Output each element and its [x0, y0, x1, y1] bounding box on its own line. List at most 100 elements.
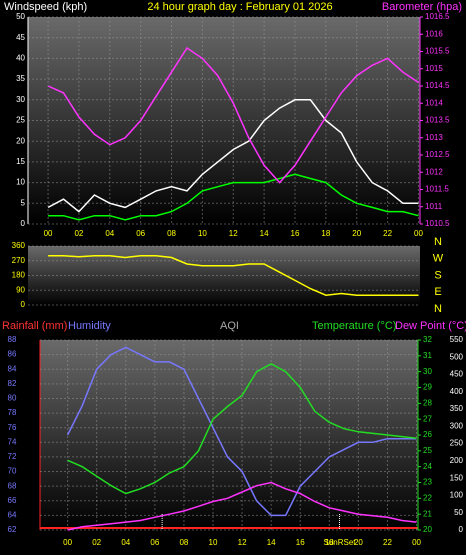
y-tick-label: 50 [16, 12, 25, 21]
y-tick-label: 20 [16, 136, 25, 145]
direction-label: N [434, 236, 442, 248]
series-line [47, 46, 419, 184]
x-tick-label: 10 [198, 229, 207, 238]
y-tick-label: 360 [12, 241, 26, 250]
y2-tick-label: 1016 [425, 29, 443, 38]
y-tick-label: 45 [16, 33, 25, 42]
direction-label: E [434, 286, 441, 298]
y2-tick-label: 1014 [425, 98, 443, 107]
x-tick-label: 08 [179, 538, 188, 547]
y2-tick-label: 21 [423, 509, 432, 518]
y-tick-label: 78 [8, 408, 17, 417]
y-tick-label: 80 [8, 394, 17, 403]
x-tick-label: 20 [352, 229, 361, 238]
y2-tick-label: 1010.5 [425, 219, 450, 228]
direction-label: S [434, 269, 441, 281]
y3-tick-label: 250 [450, 439, 464, 448]
y-tick-label: 86 [8, 350, 17, 359]
axis-label: AQI [220, 320, 239, 332]
axis-label: Rainfall (mm) [2, 320, 67, 332]
y2-tick-label: 1015 [425, 64, 443, 73]
x-tick-label: 20 [354, 538, 363, 547]
y-tick-label: 25 [16, 116, 25, 125]
y2-tick-label: 31 [423, 351, 432, 360]
x-tick-label: 14 [267, 538, 276, 547]
x-tick-label: 14 [260, 229, 269, 238]
x-tick-label: 00 [414, 229, 423, 238]
y-tick-label: 66 [8, 496, 17, 505]
y-tick-label: 5 [21, 198, 26, 207]
y2-tick-label: 1013 [425, 133, 443, 142]
y3-tick-label: 0 [459, 525, 464, 534]
x-tick-label: 12 [238, 538, 247, 547]
axis-label: Humidity [68, 320, 111, 332]
y-tick-label: 72 [8, 452, 17, 461]
y2-tick-label: 1012.5 [425, 150, 450, 159]
y3-tick-label: 350 [450, 404, 464, 413]
y-tick-label: 40 [16, 54, 25, 63]
y3-tick-label: 50 [454, 508, 463, 517]
y2-tick-label: 1012 [425, 167, 443, 176]
y2-tick-label: 22 [423, 493, 432, 502]
x-tick-label: 10 [209, 538, 218, 547]
y2-tick-label: 20 [423, 525, 432, 534]
chart-title: 24 hour graph day : February 01 2026 [147, 1, 332, 13]
x-tick-label: 02 [92, 538, 101, 547]
x-tick-label: 02 [74, 229, 83, 238]
y2-tick-label: 30 [423, 367, 432, 376]
x-tick-label: 00 [412, 538, 421, 547]
y3-tick-label: 550 [450, 335, 464, 344]
annotation: SunRSet [323, 538, 356, 547]
series-line [67, 362, 417, 495]
direction-label: N [434, 303, 442, 315]
y-tick-label: 84 [8, 364, 17, 373]
y2-tick-label: 32 [423, 335, 432, 344]
y-tick-label: 76 [8, 423, 17, 432]
direction-label: W [433, 253, 444, 265]
x-tick-label: 22 [383, 538, 392, 547]
x-tick-label: 04 [105, 229, 114, 238]
x-tick-label: 22 [383, 229, 392, 238]
y-tick-label: 68 [8, 481, 17, 490]
y-tick-label: 15 [16, 157, 25, 166]
y-tick-label: 62 [8, 525, 17, 534]
x-tick-label: 18 [321, 229, 330, 238]
series-line [67, 481, 417, 531]
x-tick-label: 16 [296, 538, 305, 547]
right-label: Barometer (hpa) [382, 1, 462, 13]
y3-tick-label: 150 [450, 473, 464, 482]
y2-tick-label: 23 [423, 478, 432, 487]
y2-tick-label: 28 [423, 398, 432, 407]
y-tick-label: 90 [16, 285, 25, 294]
x-tick-label: 00 [63, 538, 72, 547]
y-tick-label: 0 [21, 219, 26, 228]
y2-tick-label: 1016.5 [425, 12, 450, 21]
y-tick-label: 82 [8, 379, 17, 388]
x-tick-label: 16 [291, 229, 300, 238]
y2-tick-label: 1014.5 [425, 81, 450, 90]
y3-tick-label: 100 [450, 491, 464, 500]
y3-tick-label: 300 [450, 421, 464, 430]
y3-tick-label: 500 [450, 352, 464, 361]
axis-label: Temperature (°C) [312, 320, 396, 332]
y3-tick-label: 200 [450, 456, 464, 465]
y2-tick-label: 26 [423, 430, 432, 439]
x-tick-label: 00 [44, 229, 53, 238]
series-line [48, 255, 419, 296]
y2-tick-label: 1011.5 [425, 185, 449, 194]
series-line [48, 173, 419, 221]
left-label: Windspeed (kph) [4, 1, 87, 13]
y2-tick-label: 1011 [425, 202, 443, 211]
y2-tick-label: 1015.5 [425, 47, 450, 56]
x-tick-label: 18 [325, 538, 334, 547]
series-line [47, 99, 419, 213]
y3-tick-label: 400 [450, 387, 464, 396]
x-tick-label: 06 [136, 229, 145, 238]
y-tick-label: 70 [8, 467, 17, 476]
y-tick-label: 270 [12, 256, 26, 265]
y-tick-label: 74 [8, 437, 17, 446]
y-tick-label: 88 [8, 335, 17, 344]
y2-tick-label: 1013.5 [425, 116, 450, 125]
axis-label: Dew Point (°C) [395, 320, 466, 332]
